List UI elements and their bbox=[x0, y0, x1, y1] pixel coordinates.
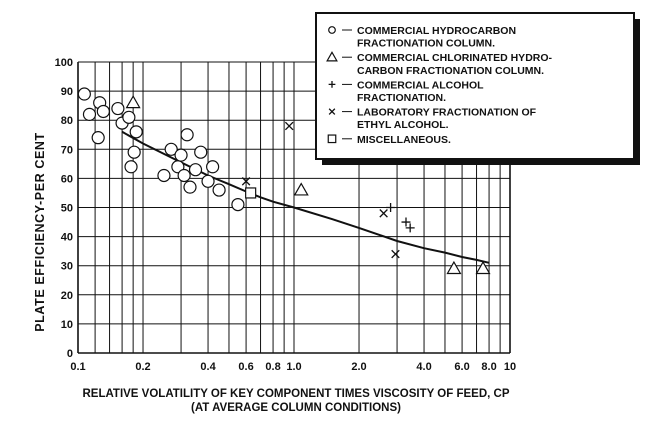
y-tick-label: 80 bbox=[61, 115, 73, 127]
circle-point bbox=[194, 145, 208, 159]
circle-point bbox=[188, 163, 203, 177]
circle-point bbox=[231, 197, 245, 212]
y-tick-label: 10 bbox=[61, 319, 73, 331]
legend-label: FRACTIONATION COLUMN. bbox=[357, 38, 495, 50]
triangle-point bbox=[446, 260, 462, 275]
x-tick-label: 1.0 bbox=[286, 361, 301, 373]
plus-point bbox=[405, 223, 415, 233]
circle-point bbox=[96, 104, 110, 119]
y-tick-label: 20 bbox=[61, 290, 73, 302]
y-tick-label: 100 bbox=[55, 57, 73, 69]
circle-point bbox=[122, 110, 136, 124]
circle-point bbox=[201, 174, 215, 188]
cross-point bbox=[241, 177, 251, 186]
tick-labels: 0 10 20 30 40 50 60 70 80 90 100 0.1 0.2 0.4 0.6 0.8 1.0… bbox=[55, 57, 516, 373]
cross-point bbox=[379, 209, 388, 218]
cross-point bbox=[391, 249, 400, 259]
circle-point bbox=[127, 145, 141, 159]
triangle-point bbox=[475, 260, 491, 275]
x-tick-label: 4.0 bbox=[416, 361, 431, 373]
legend-label: CARBON FRACTIONATION COLUMN. bbox=[357, 65, 544, 77]
circle-point bbox=[157, 168, 171, 183]
circle-point bbox=[206, 160, 220, 174]
legend-label: COMMERCIAL HYDROCARBON bbox=[357, 25, 516, 37]
y-tick-label: 30 bbox=[61, 261, 73, 273]
circle-point bbox=[164, 142, 178, 156]
legend-marker-plus bbox=[328, 81, 336, 88]
x-axis-label: RELATIVE VOLATILITY OF KEY COMPONENT TIM… bbox=[82, 388, 509, 400]
triangle-point bbox=[125, 95, 141, 109]
circle-point bbox=[124, 160, 138, 174]
data-points bbox=[77, 87, 491, 275]
legend-marker-triangle bbox=[326, 51, 338, 62]
x-tick-label: 6.0 bbox=[454, 361, 469, 373]
legend-label: LABORATORY FRACTIONATION OF bbox=[357, 107, 537, 119]
x-tick-label: 10 bbox=[504, 361, 516, 373]
x-tick-label: 0.8 bbox=[265, 361, 280, 373]
circle-point bbox=[174, 148, 188, 162]
cross-point bbox=[284, 121, 294, 131]
y-tick-label: 40 bbox=[61, 232, 73, 244]
square-point bbox=[245, 187, 257, 199]
circle-point bbox=[177, 168, 191, 183]
x-tick-label: 0.6 bbox=[238, 361, 253, 373]
y-tick-label: 60 bbox=[61, 173, 73, 185]
legend-label: ETHYL ALCOHOL. bbox=[357, 119, 449, 131]
x-tick-label: 8.0 bbox=[481, 361, 496, 373]
x-axis-label-line2: (AT AVERAGE COLUMN CONDITIONS) bbox=[191, 402, 401, 414]
x-tick-label: 0.1 bbox=[70, 361, 85, 373]
x-tick-label: 0.4 bbox=[200, 361, 216, 373]
legend-box bbox=[315, 12, 635, 160]
plus-point bbox=[401, 217, 411, 227]
y-axis-label: PLATE EFFICIENCY-PER CENT bbox=[33, 132, 47, 332]
x-tick-label: 0.2 bbox=[135, 361, 150, 373]
circle-point bbox=[82, 107, 97, 121]
circle-point bbox=[183, 180, 197, 194]
circle-point bbox=[129, 125, 143, 139]
legend-label: MISCELLANEOUS. bbox=[357, 134, 451, 146]
y-tick-label: 0 bbox=[67, 348, 73, 360]
legend-label: FRACTIONATION. bbox=[357, 92, 446, 104]
legend-label: COMMERCIAL ALCOHOL bbox=[357, 79, 484, 91]
legend-label: COMMERCIAL CHLORINATED HYDRO- bbox=[357, 52, 553, 64]
plus-point bbox=[386, 203, 396, 212]
circle-point bbox=[180, 128, 194, 142]
y-tick-label: 90 bbox=[61, 86, 73, 98]
y-tick-label: 70 bbox=[61, 144, 73, 156]
legend-marker-cross bbox=[328, 108, 336, 115]
triangle-point bbox=[293, 182, 309, 196]
x-tick-label: 2.0 bbox=[351, 361, 366, 373]
legend-marker-square bbox=[327, 134, 337, 144]
circle-point bbox=[212, 183, 226, 197]
y-tick-label: 50 bbox=[61, 203, 73, 215]
circle-point bbox=[77, 87, 91, 101]
legend-marker-circle bbox=[328, 26, 336, 34]
circle-point bbox=[111, 101, 125, 116]
circle-point bbox=[91, 131, 105, 145]
